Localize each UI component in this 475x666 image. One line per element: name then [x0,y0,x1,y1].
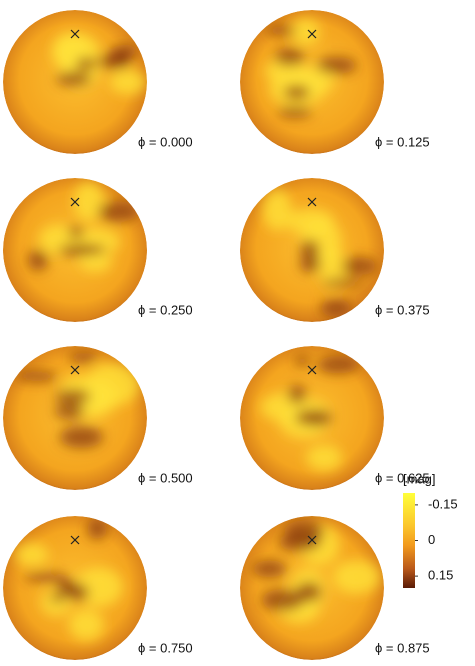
spots [252,520,381,624]
dark-spot [49,594,66,603]
spots [15,518,123,641]
bright-spot [333,560,381,594]
dark-spot [266,25,297,36]
pole-marker [70,365,80,375]
dark-spot [58,244,92,256]
phase-label: ϕ = 0.250 [138,302,193,317]
bright-spot [79,250,112,272]
pole-marker [307,535,317,545]
spots [264,18,357,118]
dark-spot [97,201,139,222]
surface-map [3,346,147,490]
bright-spot [69,609,104,641]
dark-spot [317,355,359,374]
spots [28,181,139,272]
colorbar-title: [mag] [403,471,436,486]
dark-spot [295,581,322,603]
pole-marker [307,365,317,375]
phase-label: ϕ = 0.000 [138,134,193,149]
dark-spot [261,589,305,611]
dark-spot [23,572,68,582]
bright-spot [306,444,343,471]
dark-spot [293,355,311,366]
spots [15,351,140,449]
dark-spot [252,560,287,578]
surface-map [3,10,147,154]
dark-spot [68,226,85,238]
bright-spot [109,69,147,95]
colorbar [403,493,415,588]
dark-spot [299,256,322,273]
colorbar-tick-label: 0.15 [428,568,453,583]
pole-marker [70,535,80,545]
bright-spot [80,379,119,415]
surface-map [3,516,147,660]
pole-marker [307,197,317,207]
spots [52,32,147,95]
surface-map [240,178,384,322]
colorbar-tick-label: -0.15 [428,496,458,511]
dark-spot [111,44,139,58]
phase-label: ϕ = 0.750 [138,640,193,655]
dark-spot [76,57,97,70]
dark-spot [283,85,310,100]
dark-spot [300,239,320,261]
phase-label: ϕ = 0.125 [375,134,430,149]
phase-label: ϕ = 0.625 [375,470,430,485]
surface-map [240,346,384,490]
dark-spot [278,532,321,552]
surface-map [240,10,384,154]
surface-map [3,178,147,322]
dark-spot [341,257,377,276]
dark-spot [15,370,58,382]
dark-spot [65,583,90,601]
dark-spot [54,403,85,419]
dark-spot [28,249,48,271]
dark-spot [274,48,305,66]
dark-spot [278,106,312,118]
phase-label: ϕ = 0.500 [138,470,193,485]
dark-spot [68,351,98,363]
dark-spot [316,57,357,74]
bright-spot [290,18,321,46]
pole-marker [70,197,80,207]
dark-spot [56,71,92,86]
bright-spot [262,189,292,231]
dark-spot [287,385,307,405]
surface-map [240,516,384,660]
dark-spot [59,426,104,449]
phase-label: ϕ = 0.375 [375,302,430,317]
bright-spot [15,543,49,567]
dark-spot [87,518,108,540]
dark-spot [319,299,352,317]
dark-spot [54,389,92,404]
spots [260,355,359,471]
dark-spot [308,417,328,426]
pole-marker [307,29,317,39]
dark-spot [321,278,363,287]
bright-spot [73,181,105,222]
pole-marker [70,29,80,39]
phase-label: ϕ = 0.875 [375,640,430,655]
colorbar-tick-label: 0 [428,532,435,547]
spots [262,189,377,317]
